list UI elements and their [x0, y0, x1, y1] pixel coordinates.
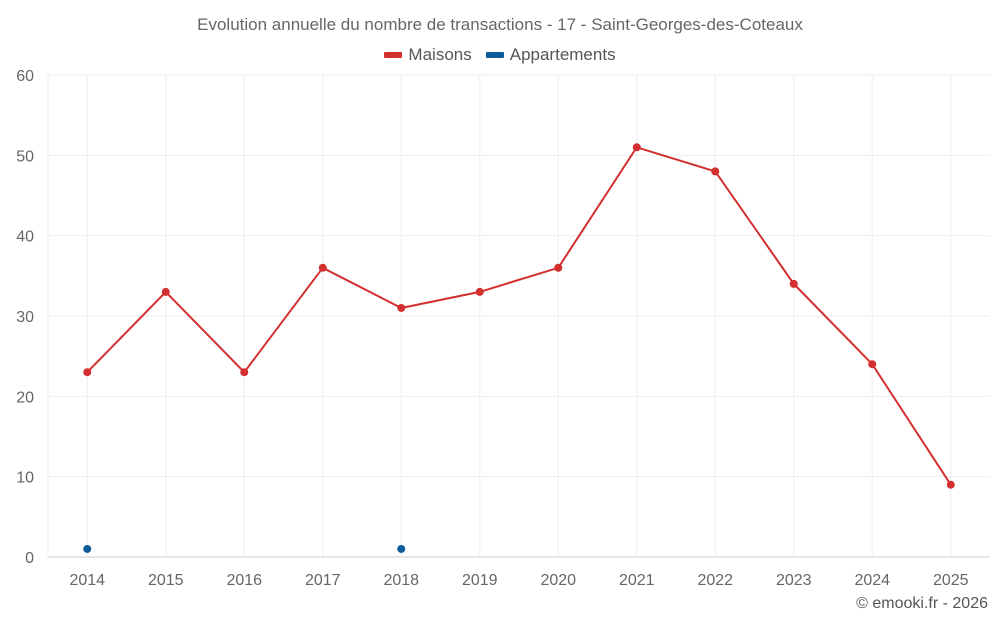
- data-point-maisons-2018[interactable]: Maisons 2018: 31: [397, 303, 406, 312]
- x-tick-label-2020: 2020: [540, 572, 576, 589]
- y-tick-label-60: 60: [16, 68, 34, 85]
- chart-title: Evolution annuelle du nombre de transact…: [197, 15, 803, 34]
- legend-label-appartements: Appartements: [509, 45, 616, 64]
- data-point-maisons-2024[interactable]: Maisons 2024: 24: [868, 360, 877, 369]
- legend: Maisons Appartements: [0, 45, 1000, 65]
- y-tick-label-40: 40: [16, 229, 34, 246]
- y-tick-label-10: 10: [16, 470, 34, 487]
- x-tick-label-2022: 2022: [697, 572, 733, 589]
- credit-text: © emooki.fr - 2026: [856, 595, 988, 612]
- data-point-maisons-2021[interactable]: Maisons 2021: 51: [632, 143, 641, 152]
- data-point-maisons-2023[interactable]: Maisons 2023: 34: [789, 279, 798, 288]
- y-tick-label-20: 20: [16, 389, 34, 406]
- data-point-maisons-2017[interactable]: Maisons 2017: 36: [318, 263, 327, 272]
- x-tick-label-2018: 2018: [383, 572, 419, 589]
- x-tick-label-2025: 2025: [933, 572, 969, 589]
- x-tick-label-2015: 2015: [148, 572, 184, 589]
- data-point-maisons-2019[interactable]: Maisons 2019: 33: [475, 287, 484, 296]
- data-point-appartements-2018[interactable]: Appartements 2018: 1: [397, 544, 406, 553]
- data-point-maisons-2015[interactable]: Maisons 2015: 33: [161, 287, 170, 296]
- y-tick-label-0: 0: [25, 550, 34, 567]
- x-tick-label-2014: 2014: [69, 572, 105, 589]
- data-point-maisons-2014[interactable]: Maisons 2014: 23: [83, 368, 92, 377]
- x-tick-label-2019: 2019: [462, 572, 498, 589]
- y-tick-label-50: 50: [16, 148, 34, 165]
- legend-item-maisons[interactable]: Maisons: [384, 45, 472, 65]
- data-point-maisons-2020[interactable]: Maisons 2020: 36: [554, 263, 563, 272]
- y-tick-label-30: 30: [16, 309, 34, 326]
- x-tick-label-2021: 2021: [619, 572, 655, 589]
- x-tick-label-2016: 2016: [226, 572, 262, 589]
- data-point-maisons-2016[interactable]: Maisons 2016: 23: [240, 368, 249, 377]
- data-point-maisons-2025[interactable]: Maisons 2025: 9: [946, 480, 955, 489]
- legend-label-maisons: Maisons: [408, 45, 472, 64]
- series-line-maisons: [86, 146, 952, 486]
- x-tick-label-2023: 2023: [776, 572, 812, 589]
- legend-item-appartements[interactable]: Appartements: [485, 45, 616, 65]
- data-point-maisons-2022[interactable]: Maisons 2022: 48: [711, 167, 720, 176]
- legend-swatch-appartements: [485, 52, 504, 58]
- data-point-appartements-2014[interactable]: Appartements 2014: 1: [83, 544, 92, 553]
- x-tick-label-2017: 2017: [305, 572, 341, 589]
- legend-swatch-maisons: [384, 52, 403, 58]
- x-tick-label-2024: 2024: [854, 572, 890, 589]
